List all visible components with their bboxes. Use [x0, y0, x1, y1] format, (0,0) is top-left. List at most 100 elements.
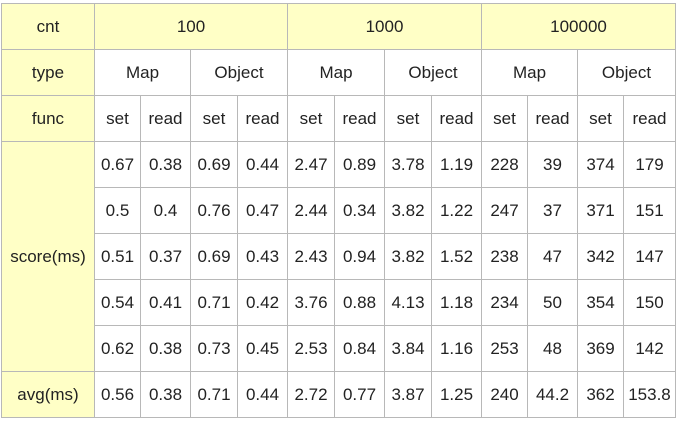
type-header: Map — [287, 49, 385, 96]
score-row: 0.62 0.38 0.73 0.45 2.53 0.84 3.84 1.16 253 48 369… — [2, 325, 676, 372]
func-header: set — [190, 95, 238, 142]
avg-cell: 153.8 — [623, 371, 676, 418]
score-cell: 179 — [623, 141, 676, 188]
avg-cell: 1.25 — [431, 371, 482, 418]
score-label: score(ms) — [1, 141, 95, 372]
score-cell: 0.37 — [140, 233, 191, 280]
score-cell: 147 — [623, 233, 676, 280]
score-cell: 253 — [481, 325, 528, 372]
func-label: func — [1, 95, 95, 142]
score-cell: 151 — [623, 187, 676, 234]
score-cell: 0.5 — [94, 187, 141, 234]
avg-cell: 0.77 — [334, 371, 385, 418]
avg-cell: 0.71 — [190, 371, 238, 418]
count-header: 100000 — [481, 3, 676, 50]
func-header: read — [431, 95, 482, 142]
score-cell: 0.71 — [190, 279, 238, 326]
score-cell: 3.84 — [384, 325, 432, 372]
score-cell: 0.69 — [190, 141, 238, 188]
func-header: read — [140, 95, 191, 142]
score-row: 0.5 0.4 0.76 0.47 2.44 0.34 3.82 1.22 247 37 371 15… — [2, 187, 676, 234]
score-cell: 3.76 — [287, 279, 335, 326]
func-header: read — [527, 95, 578, 142]
score-cell: 0.88 — [334, 279, 385, 326]
score-cell: 0.54 — [94, 279, 141, 326]
score-cell: 2.53 — [287, 325, 335, 372]
score-cell: 0.42 — [237, 279, 288, 326]
score-cell: 228 — [481, 141, 528, 188]
score-cell: 374 — [577, 141, 624, 188]
score-cell: 3.82 — [384, 233, 432, 280]
score-cell: 3.82 — [384, 187, 432, 234]
score-row: 0.54 0.41 0.71 0.42 3.76 0.88 4.13 1.18 234 50 354… — [2, 279, 676, 326]
score-cell: 1.52 — [431, 233, 482, 280]
count-header-row: cnt 100 1000 100000 — [1, 3, 676, 50]
score-cell: 142 — [623, 325, 676, 372]
func-header: set — [94, 95, 141, 142]
score-cell: 0.45 — [237, 325, 288, 372]
score-cell: 2.44 — [287, 187, 335, 234]
score-cell: 0.38 — [140, 141, 191, 188]
score-cell: 150 — [623, 279, 676, 326]
score-cell: 0.43 — [237, 233, 288, 280]
cnt-label: cnt — [1, 3, 95, 50]
avg-cell: 0.56 — [94, 371, 141, 418]
avg-cell: 362 — [577, 371, 624, 418]
score-cell: 1.22 — [431, 187, 482, 234]
score-cell: 369 — [577, 325, 624, 372]
avg-cell: 44.2 — [527, 371, 578, 418]
score-cell: 0.34 — [334, 187, 385, 234]
type-header: Map — [481, 49, 578, 96]
avg-label: avg(ms) — [1, 371, 95, 418]
score-cell: 0.51 — [94, 233, 141, 280]
avg-cell: 0.44 — [237, 371, 288, 418]
score-cell: 234 — [481, 279, 528, 326]
type-header: Object — [384, 49, 482, 96]
func-header: read — [623, 95, 676, 142]
type-header-row: type Map Object Map Object Map Object — [1, 49, 676, 96]
count-header: 1000 — [287, 3, 482, 50]
score-cell: 47 — [527, 233, 578, 280]
type-label: type — [1, 49, 95, 96]
score-cell: 371 — [577, 187, 624, 234]
score-cell: 238 — [481, 233, 528, 280]
avg-cell: 3.87 — [384, 371, 432, 418]
score-cell: 0.84 — [334, 325, 385, 372]
benchmark-table: cnt 100 1000 100000 type Map Object Map Object Ma… — [1, 3, 676, 418]
score-cell: 1.16 — [431, 325, 482, 372]
score-cell: 0.73 — [190, 325, 238, 372]
score-cell: 0.41 — [140, 279, 191, 326]
func-header: set — [481, 95, 528, 142]
score-cell: 3.78 — [384, 141, 432, 188]
score-cell: 48 — [527, 325, 578, 372]
score-cell: 342 — [577, 233, 624, 280]
score-cell: 0.89 — [334, 141, 385, 188]
score-cell: 0.69 — [190, 233, 238, 280]
avg-cell: 2.72 — [287, 371, 335, 418]
table-body: cnt 100 1000 100000 type Map Object Map Object Ma… — [1, 3, 676, 418]
score-cell: 37 — [527, 187, 578, 234]
score-cell: 0.62 — [94, 325, 141, 372]
score-cell: 0.4 — [140, 187, 191, 234]
func-header: set — [287, 95, 335, 142]
score-cell: 0.67 — [94, 141, 141, 188]
score-cell: 354 — [577, 279, 624, 326]
type-header: Object — [577, 49, 676, 96]
score-cell: 2.47 — [287, 141, 335, 188]
type-header: Object — [190, 49, 288, 96]
func-header: set — [577, 95, 624, 142]
score-row: score(ms) 0.67 0.38 0.69 0.44 2.47 0.89 3.78 1.1… — [1, 141, 676, 372]
avg-cell: 240 — [481, 371, 528, 418]
score-cell: 0.94 — [334, 233, 385, 280]
score-cell: 1.19 — [431, 141, 482, 188]
score-cell: 1.18 — [431, 279, 482, 326]
count-header: 100 — [94, 3, 288, 50]
func-header: read — [237, 95, 288, 142]
func-header-row: func set read set read set read set read set read s… — [1, 95, 676, 142]
score-cell: 0.47 — [237, 187, 288, 234]
score-cell: 247 — [481, 187, 528, 234]
score-cell: 2.43 — [287, 233, 335, 280]
score-cell: 4.13 — [384, 279, 432, 326]
score-cell: 0.76 — [190, 187, 238, 234]
score-cell: 39 — [527, 141, 578, 188]
